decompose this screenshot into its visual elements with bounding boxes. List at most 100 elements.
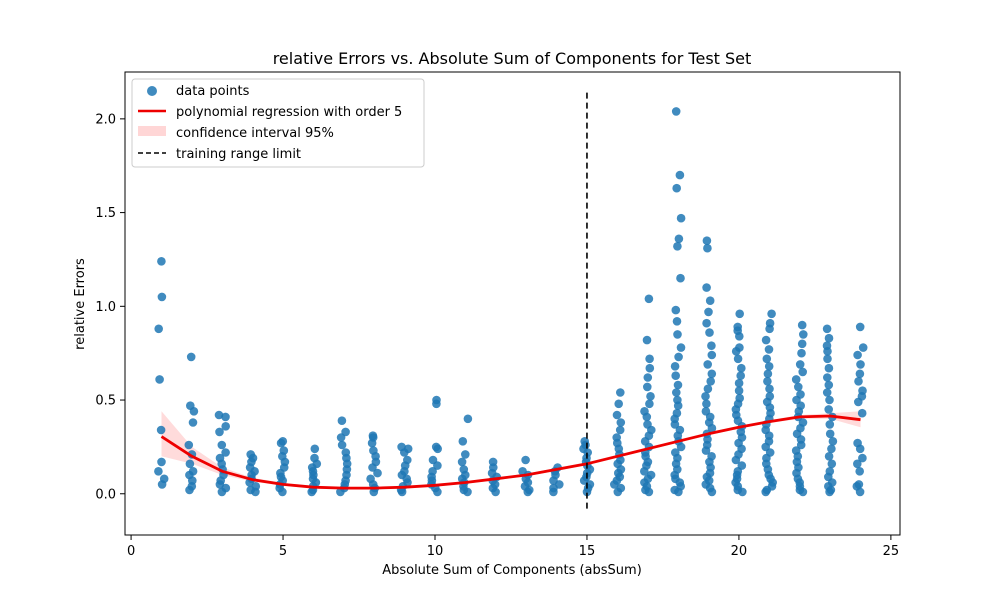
x-tick-label: 0 xyxy=(127,544,135,559)
data-point xyxy=(797,348,806,358)
data-point xyxy=(824,363,834,373)
legend: data points polynomial regression with o… xyxy=(131,78,425,168)
data-point xyxy=(463,414,473,424)
data-point xyxy=(155,375,164,384)
data-point xyxy=(582,487,592,497)
data-point xyxy=(645,363,655,373)
data-point xyxy=(764,345,774,354)
legend-label-data-points: data points xyxy=(176,84,250,99)
data-point xyxy=(457,457,467,467)
data-point xyxy=(673,242,682,251)
data-point xyxy=(765,324,774,334)
data-point xyxy=(827,444,836,454)
data-point xyxy=(702,283,711,292)
data-point xyxy=(858,453,867,463)
data-point xyxy=(368,463,377,472)
data-point xyxy=(671,371,680,381)
data-point xyxy=(825,429,835,439)
data-point xyxy=(156,425,166,435)
data-point xyxy=(705,296,715,306)
data-point xyxy=(645,354,654,364)
legend-label-confidence: confidence interval 95% xyxy=(176,126,334,141)
data-point xyxy=(823,354,832,364)
data-point xyxy=(856,360,865,369)
data-point xyxy=(397,487,407,497)
data-point xyxy=(735,332,744,341)
y-axis-label: relative Errors xyxy=(73,258,88,350)
data-point xyxy=(707,369,717,379)
data-point xyxy=(823,373,832,382)
data-point xyxy=(674,487,683,497)
data-point xyxy=(674,352,683,362)
data-point xyxy=(336,433,346,442)
x-axis-label: Absolute Sum of Components (absSum) xyxy=(382,563,642,578)
data-point xyxy=(215,427,224,437)
data-point xyxy=(154,467,163,476)
data-point xyxy=(217,487,227,497)
data-point xyxy=(853,459,862,469)
data-point xyxy=(671,107,681,116)
data-point xyxy=(644,294,654,304)
data-point xyxy=(186,352,196,362)
data-point xyxy=(221,412,230,422)
data-point xyxy=(824,405,833,414)
data-point xyxy=(672,183,681,193)
data-point xyxy=(761,335,771,345)
data-point xyxy=(855,322,865,332)
data-point xyxy=(703,360,712,369)
data-point xyxy=(367,438,377,448)
data-point xyxy=(674,234,684,244)
data-point xyxy=(825,420,835,429)
data-point xyxy=(855,369,865,379)
x-tick-label: 15 xyxy=(579,544,596,559)
x-tick-label: 25 xyxy=(883,544,900,559)
data-point xyxy=(824,333,834,343)
chart-title: relative Errors vs. Absolute Sum of Comp… xyxy=(273,49,752,68)
data-point xyxy=(184,440,194,450)
x-axis: 0 5 10 15 20 25 xyxy=(127,535,899,559)
data-point xyxy=(828,437,838,446)
data-point xyxy=(645,399,654,409)
data-point xyxy=(797,320,807,330)
data-point xyxy=(670,420,680,429)
legend-box xyxy=(131,78,425,168)
legend-marker-data-points xyxy=(147,86,157,96)
data-point xyxy=(764,362,774,371)
data-point xyxy=(672,388,681,397)
data-point xyxy=(310,444,320,454)
data-point xyxy=(157,257,166,266)
data-point xyxy=(735,309,744,319)
data-point xyxy=(613,487,623,497)
data-point xyxy=(400,448,409,457)
data-point xyxy=(644,487,654,497)
data-point xyxy=(854,377,863,386)
data-point xyxy=(704,307,713,317)
data-point xyxy=(432,399,441,409)
data-point xyxy=(675,170,685,180)
data-point xyxy=(676,273,685,283)
data-point xyxy=(616,388,625,397)
data-point xyxy=(615,425,625,435)
data-point xyxy=(822,324,832,334)
data-point xyxy=(276,438,286,448)
legend-marker-confidence xyxy=(138,126,166,136)
data-point xyxy=(337,416,347,426)
data-point xyxy=(855,467,864,476)
y-tick-label: 0.5 xyxy=(95,394,116,409)
data-point xyxy=(646,392,655,401)
data-point xyxy=(763,369,773,379)
data-point xyxy=(642,335,652,345)
data-point xyxy=(734,378,744,388)
data-point xyxy=(221,422,230,431)
data-point xyxy=(373,468,382,478)
data-point xyxy=(614,399,623,409)
data-point xyxy=(337,440,347,450)
y-tick-label: 0.0 xyxy=(95,487,116,502)
data-point xyxy=(458,437,468,446)
data-point xyxy=(736,371,745,381)
data-point xyxy=(521,455,530,465)
data-point xyxy=(671,305,681,315)
data-point xyxy=(701,446,711,455)
data-point xyxy=(673,380,683,390)
